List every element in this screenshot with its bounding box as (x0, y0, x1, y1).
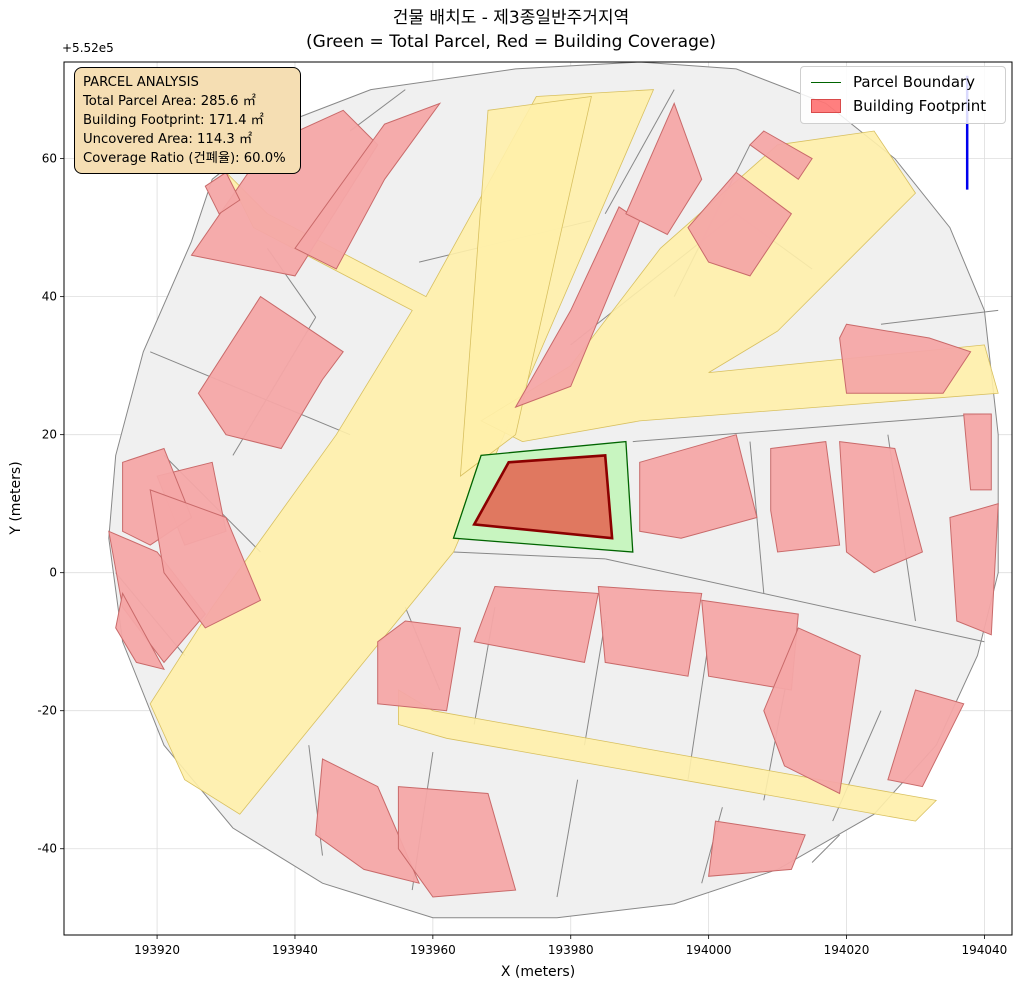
block-boundary-line (605, 558, 985, 643)
building-footprint (625, 102, 703, 236)
y-axis-label: Y (meters) (8, 461, 24, 535)
y-tick-label: -20 (37, 704, 57, 718)
building-footprint (639, 434, 758, 539)
axis-ticks: 193920 193940 193960 193980 194000 194020 1940… (37, 152, 1007, 957)
y-tick-label: -40 (37, 842, 57, 856)
building-footprint (204, 171, 241, 215)
x-tick-label: 194020 (824, 943, 870, 957)
y-tick-label: 0 (49, 566, 57, 580)
block-boundary-line (584, 620, 606, 746)
target-building (472, 454, 614, 540)
x-tick-label: 193980 (548, 943, 594, 957)
x-tick-label: 193920 (134, 943, 180, 957)
building-footprint (839, 323, 972, 394)
building-footprint (963, 413, 992, 491)
block-boundary-line (880, 309, 999, 325)
building-footprint (687, 171, 793, 277)
x-tick-label: 194040 (962, 943, 1008, 957)
building-footprint (149, 489, 262, 629)
block-boundary-line (811, 834, 840, 863)
legend-item-parcel: Parcel Boundary (811, 71, 975, 93)
building-footprint (763, 627, 861, 795)
building-footprint (377, 620, 461, 712)
building-footprint (397, 786, 517, 898)
block-boundary-line (349, 89, 406, 132)
legend-label-parcel: Parcel Boundary (853, 73, 976, 91)
building-footprint (197, 295, 344, 450)
building-footprint (839, 441, 923, 574)
building-footprint (108, 530, 206, 664)
block-boundary-line (556, 779, 579, 898)
building-footprint (949, 503, 999, 636)
parcel-analysis-box: PARCEL ANALYSIS Total Parcel Area: 285.6… (74, 67, 301, 174)
chart-title: 건물 배치도 - 제3종일반주거지역 (Green = Total Parcel… (0, 6, 1022, 54)
coverage-ratio: Coverage Ratio (건폐율): 60.0% (83, 151, 286, 166)
legend-line-swatch (811, 81, 841, 83)
y-axis-offset-label: +5.52e5 (62, 41, 114, 55)
plot-frame (63, 61, 1013, 936)
x-tick-label: 193940 (272, 943, 318, 957)
building-footprint-area: Building Footprint: 171.4 ㎡ (83, 113, 264, 128)
legend-label-building: Building Footprint (853, 97, 987, 115)
building-footprint (115, 591, 165, 671)
block-boundary-line (604, 89, 675, 215)
x-axis-label: X (meters) (501, 964, 575, 980)
building-footprint (770, 441, 841, 553)
map-layer (108, 62, 999, 919)
block-boundary-line (453, 551, 606, 560)
analysis-heading: PARCEL ANALYSIS (83, 75, 199, 90)
chart-title-line1: 건물 배치도 - 제3종일반주거지역 (392, 8, 630, 28)
building-footprint (887, 689, 965, 788)
building-footprint (708, 820, 806, 877)
block-boundary-line (632, 413, 985, 443)
building-footprint (315, 758, 420, 884)
y-tick-label: 40 (42, 290, 57, 304)
legend-patch-swatch (811, 99, 841, 113)
building-footprint (473, 585, 599, 663)
x-tick-label: 193960 (410, 943, 456, 957)
y-tick-label: 20 (42, 428, 57, 442)
legend-item-building: Building Footprint (811, 95, 986, 117)
road-polygon (459, 96, 592, 477)
uncovered-area: Uncovered Area: 114.3 ㎡ (83, 132, 253, 147)
building-footprint (294, 102, 442, 270)
total-parcel-area: Total Parcel Area: 285.6 ㎡ (83, 94, 256, 109)
building-footprint (597, 585, 703, 677)
x-tick-label: 194000 (686, 943, 732, 957)
legend: Parcel Boundary Building Footprint (800, 66, 1006, 124)
building-footprint (749, 130, 813, 181)
chart-title-line2: (Green = Total Parcel, Red = Building Co… (306, 32, 716, 52)
y-tick-label: 60 (42, 152, 57, 166)
road-polygon (397, 689, 938, 822)
